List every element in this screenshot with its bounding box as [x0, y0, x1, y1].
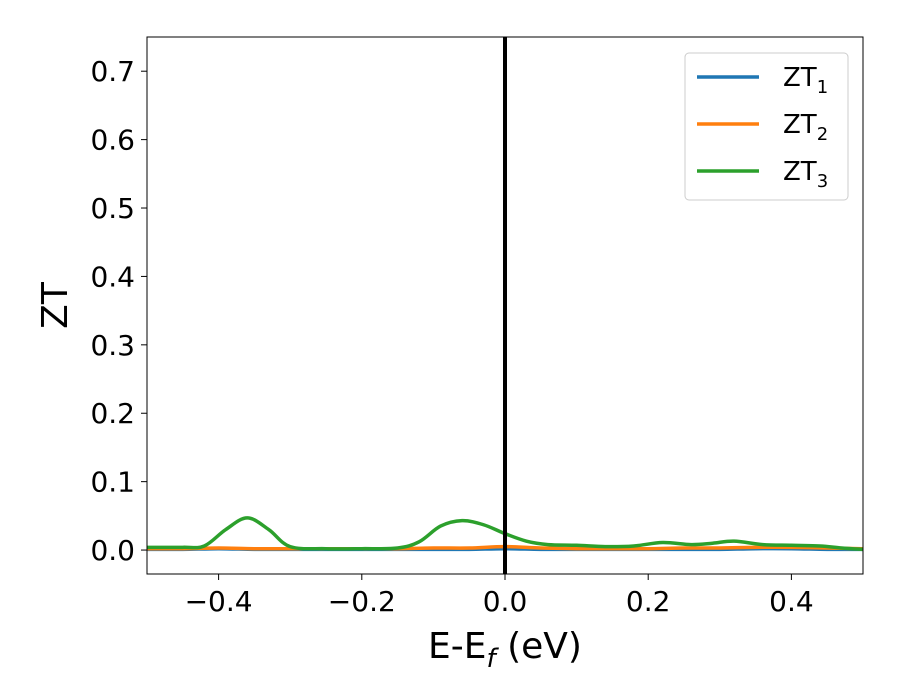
legend-label-1: ZT1 — [783, 63, 828, 98]
y-tick-label: 0.2 — [90, 397, 135, 430]
legend: ZT1 ZT2 ZT3 — [684, 52, 849, 201]
y-tick-label: 0.7 — [90, 55, 135, 88]
x-tick-label: 0.0 — [483, 585, 528, 618]
legend-box — [684, 52, 849, 201]
y-tick-label: 0.1 — [90, 466, 135, 499]
x-tick-label: 0.4 — [769, 585, 814, 618]
x-axis-ticks: −0.4 −0.2 0.0 0.2 0.4 — [185, 574, 814, 618]
y-axis-ticks: 0.0 0.1 0.2 0.3 0.4 0.5 0.6 0.7 — [90, 55, 147, 567]
y-tick-label: 0.5 — [90, 192, 135, 225]
legend-label-2: ZT2 — [783, 110, 828, 145]
x-axis-label: E-Ef (eV) — [428, 626, 582, 674]
y-tick-label: 0.6 — [90, 124, 135, 157]
y-tick-label: 0.4 — [90, 260, 135, 293]
y-axis-label: ZT — [35, 281, 76, 329]
x-tick-label: 0.2 — [626, 585, 671, 618]
x-tick-label: −0.4 — [185, 585, 253, 618]
legend-label-3: ZT3 — [783, 157, 828, 192]
y-tick-label: 0.0 — [90, 534, 135, 567]
x-tick-label: −0.2 — [328, 585, 396, 618]
y-tick-label: 0.3 — [90, 329, 135, 362]
